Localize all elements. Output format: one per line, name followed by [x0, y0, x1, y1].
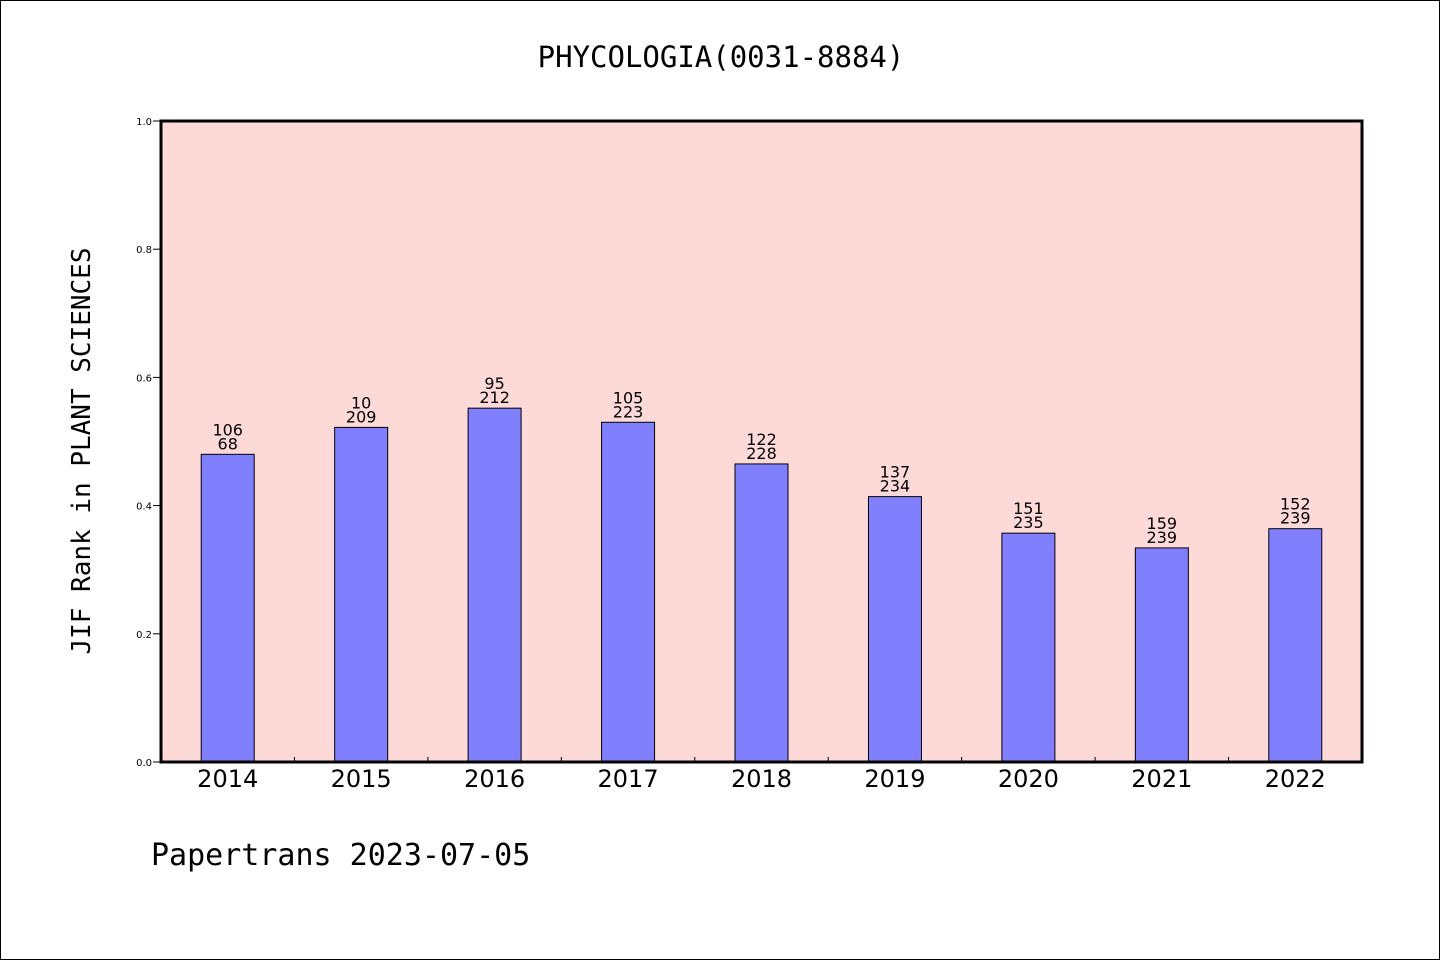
bar-label-top-2015: 10	[351, 393, 371, 412]
bar-2016	[467, 407, 522, 763]
bar-label-top-2017: 105	[613, 388, 644, 407]
y-tick-label: 0.0	[136, 758, 152, 769]
bar-label-bottom-2020: 235	[1013, 513, 1044, 532]
y-tick-label: 0.6	[136, 373, 152, 384]
bar-label-top-2022: 152	[1280, 495, 1311, 514]
bar-2020	[1001, 532, 1056, 763]
footer-text: Papertrans 2023-07-05	[151, 838, 530, 873]
bars-layer	[200, 407, 1323, 763]
x-tick-label-2022: 2022	[1265, 765, 1326, 793]
bar-label-bottom-2016: 212	[479, 388, 510, 407]
x-axis: 2014 2015 2016 2017 2018 2019 2020 2021 2022	[197, 757, 1326, 793]
x-tick-label-2014: 2014	[197, 765, 258, 793]
chart-title: PHYCOLOGIA(0031-8884)	[538, 40, 905, 74]
bar-2014	[200, 453, 255, 763]
y-tick-label: 0.8	[136, 245, 152, 256]
y-axis: 0.0 0.2 0.4 0.6 0.8 1.0	[136, 117, 161, 769]
x-tick-label-2016: 2016	[464, 765, 525, 793]
bar-label-bottom-2021: 239	[1147, 528, 1178, 547]
bar-2019	[867, 496, 922, 763]
y-tick-label: 0.4	[136, 502, 152, 513]
bar-2021	[1134, 547, 1189, 763]
x-tick-label-2020: 2020	[998, 765, 1059, 793]
bar-label-top-2014: 106	[212, 420, 243, 439]
bar-label-bottom-2022: 239	[1280, 509, 1311, 528]
bar-2015	[334, 426, 389, 763]
x-tick-label-2018: 2018	[731, 765, 792, 793]
x-tick-label-2019: 2019	[864, 765, 925, 793]
bar-label-bottom-2017: 223	[613, 402, 644, 421]
bar-label-bottom-2014: 68	[218, 434, 238, 453]
y-axis-label: JIF Rank in PLANT SCIENCES	[67, 248, 97, 655]
y-tick-label: 1.0	[136, 117, 152, 128]
bar-2017	[601, 421, 656, 763]
bar-label-bottom-2018: 228	[746, 444, 777, 463]
bar-label-top-2016: 95	[484, 374, 504, 393]
bar-label-top-2020: 151	[1013, 499, 1044, 518]
bar-2022	[1268, 528, 1323, 763]
bar-label-bottom-2015: 209	[346, 407, 377, 426]
x-tick-label-2015: 2015	[331, 765, 392, 793]
bar-label-top-2021: 159	[1147, 514, 1178, 533]
bar-label-top-2018: 122	[746, 430, 777, 449]
bar-2018	[734, 463, 789, 763]
bar-label-top-2019: 137	[880, 463, 911, 482]
x-tick-label-2021: 2021	[1131, 765, 1192, 793]
y-tick-label: 0.2	[136, 630, 152, 641]
x-tick-label-2017: 2017	[598, 765, 659, 793]
bar-label-bottom-2019: 234	[880, 477, 911, 496]
plot-border	[159, 119, 1364, 764]
